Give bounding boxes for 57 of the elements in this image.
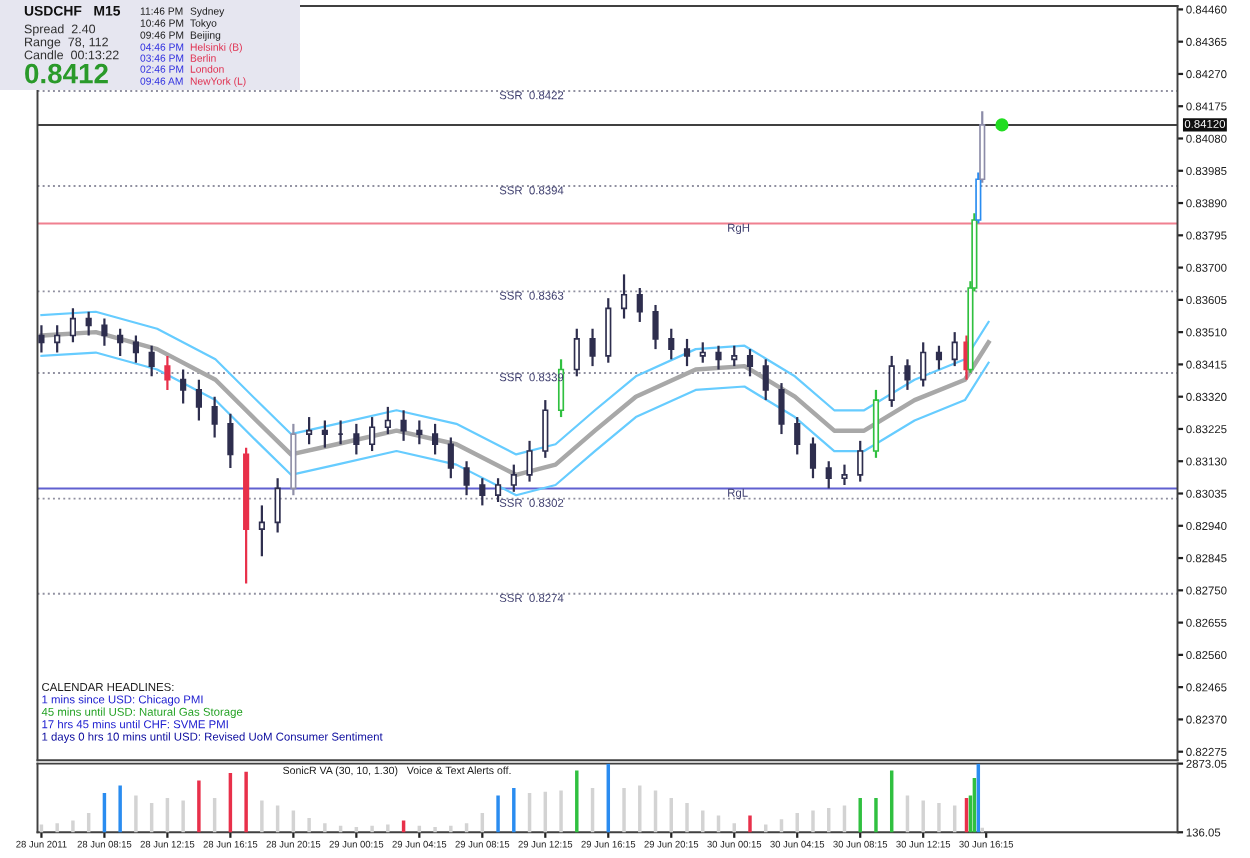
candlestick xyxy=(746,348,754,378)
candlestick xyxy=(841,463,848,487)
annotation: 0.8412 xyxy=(25,63,108,84)
candlestick xyxy=(195,378,202,422)
candlestick xyxy=(384,405,391,436)
candlestick xyxy=(715,344,722,371)
line-series xyxy=(40,351,990,497)
candlestick xyxy=(683,337,691,368)
candlestick xyxy=(211,395,218,439)
candlestick xyxy=(636,286,643,324)
candlestick xyxy=(227,412,234,470)
candlestick xyxy=(117,327,124,358)
candlestick xyxy=(857,439,864,483)
candlestick xyxy=(605,297,612,364)
candlestick xyxy=(258,504,265,558)
candlestick xyxy=(321,419,328,449)
candlestick xyxy=(479,477,486,507)
candlestick xyxy=(132,334,139,364)
candlestick xyxy=(699,341,706,364)
candlestick xyxy=(494,477,502,504)
candlestick xyxy=(353,422,360,456)
candlestick xyxy=(920,341,927,388)
candlestick xyxy=(573,327,580,378)
candlestick xyxy=(431,422,439,456)
candlestick xyxy=(809,436,817,480)
candlestick xyxy=(447,436,454,480)
line-series xyxy=(40,310,990,456)
candlestick xyxy=(180,368,187,405)
candlestick xyxy=(731,344,738,368)
candlestick xyxy=(526,439,533,483)
candlestick xyxy=(542,398,549,459)
candlestick xyxy=(38,324,45,354)
candlestick xyxy=(652,303,659,351)
candlestick xyxy=(935,344,943,371)
candlestick xyxy=(510,463,517,493)
candlestick xyxy=(778,381,785,436)
candlestick xyxy=(400,409,407,442)
candlestick xyxy=(164,354,171,391)
candlestick xyxy=(762,358,769,402)
candlestick xyxy=(416,419,423,446)
candlestick xyxy=(668,327,675,361)
candlestick xyxy=(69,307,77,344)
candlestick xyxy=(101,317,108,347)
candlestick xyxy=(794,415,801,456)
candlestick xyxy=(951,331,958,368)
candlestick xyxy=(369,415,376,453)
candlestick xyxy=(306,415,313,446)
candlestick xyxy=(54,324,61,354)
candlestick xyxy=(274,477,281,534)
candlestick xyxy=(825,460,832,490)
candlestick xyxy=(904,358,911,391)
candlestick xyxy=(589,327,596,368)
candlestick xyxy=(148,344,155,378)
candlestick xyxy=(85,310,92,337)
candlestick xyxy=(888,354,895,408)
candlestick xyxy=(463,460,470,497)
candlestick xyxy=(620,273,628,320)
